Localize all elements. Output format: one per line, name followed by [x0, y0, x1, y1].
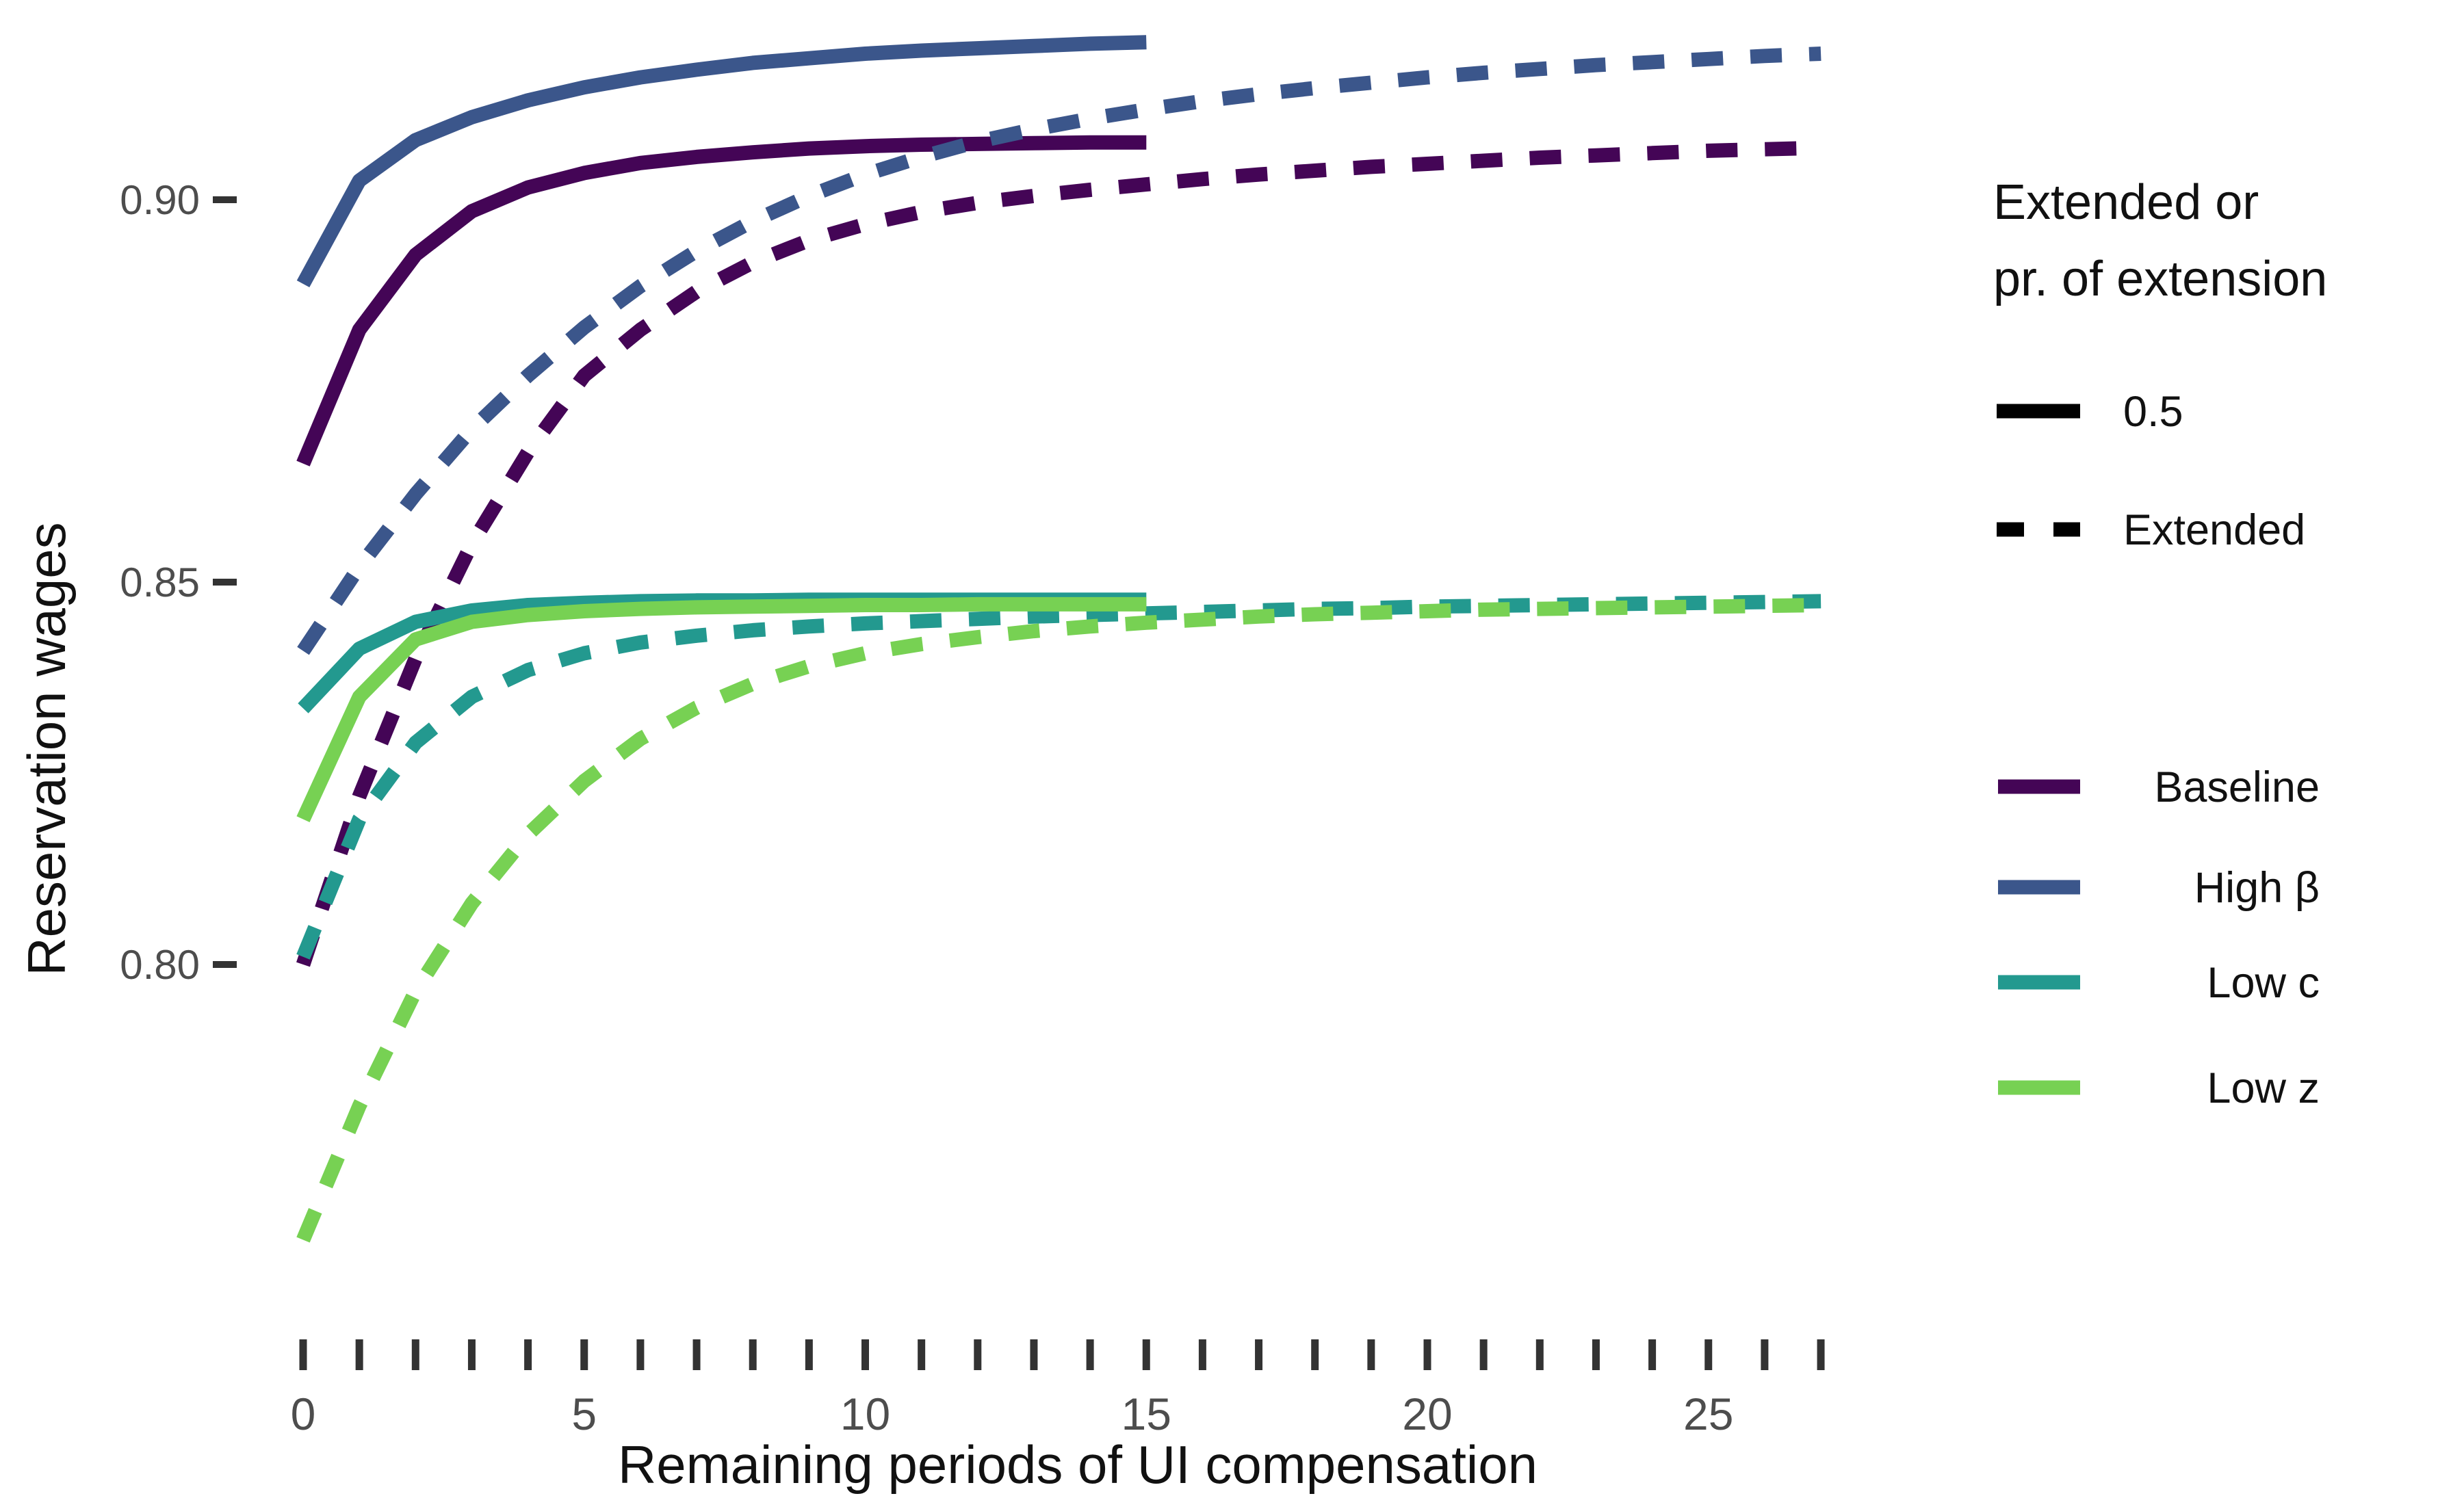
x-tick-label: 25: [1683, 1389, 1733, 1439]
series-baseline-dashed-line: [296, 140, 1821, 967]
legend-linetype-title-line2: pr. of extension: [1993, 252, 2327, 306]
legend-linetype-label-dashed: Extended: [2123, 506, 2305, 554]
plot-series-layer: [296, 35, 1821, 1243]
x-axis-title: Remaining periods of UI compensation: [618, 1434, 1538, 1495]
legend-color-label-lowz: Low z: [2207, 1064, 2320, 1112]
y-tick-label: 0.85: [120, 560, 200, 605]
x-tick-label: 10: [840, 1389, 890, 1439]
series-highbeta-solid-line: [296, 35, 1147, 288]
series-lowz-solid-line: [296, 596, 1147, 822]
axis-layer: 0 5 10 15 20 25 0.80 0.85 0.90: [120, 177, 1825, 1439]
y-tick-label: 0.90: [120, 177, 200, 223]
legend-linetype-label-solid: 0.5: [2123, 388, 2183, 436]
x-tick-label: 15: [1121, 1389, 1171, 1439]
x-tick-label: 0: [291, 1389, 316, 1439]
legend-color-label-lowc: Low c: [2207, 959, 2320, 1007]
x-tick-label: 20: [1402, 1389, 1452, 1439]
legend-color-label-highbeta: High β: [2194, 864, 2320, 912]
y-axis-title: Reservation wages: [16, 522, 77, 975]
y-tick-label: 0.80: [120, 942, 200, 988]
legend-color: Baseline High β Low c Low z: [1998, 763, 2320, 1112]
x-tick-label: 5: [571, 1389, 597, 1439]
legend-linetype: Extended or pr. of extension 0.5 Extende…: [1993, 175, 2327, 554]
series-highbeta-dashed-line: [297, 47, 1821, 655]
legend-linetype-title-line1: Extended or: [1993, 175, 2259, 230]
series-baseline-solid-line: [296, 135, 1147, 467]
series-lowz-dashed-line: [296, 598, 1821, 1243]
legend-color-label-baseline: Baseline: [2154, 763, 2320, 811]
